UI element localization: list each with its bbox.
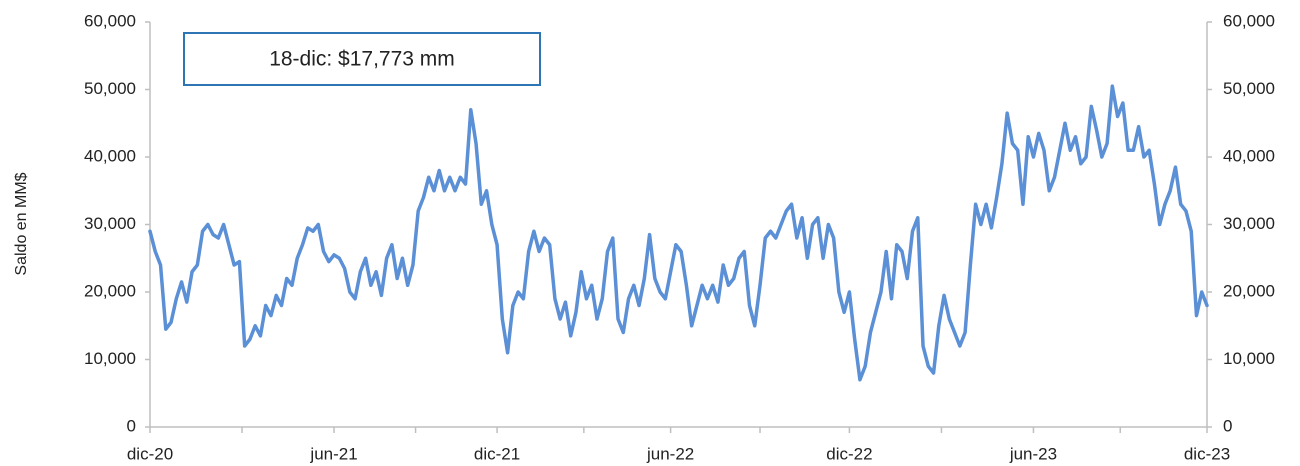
y2-tick-label: 0 <box>1223 416 1232 435</box>
y2-tick-label: 40,000 <box>1223 146 1275 165</box>
line-series <box>148 84 1209 382</box>
y-tick-label: 60,000 <box>84 11 136 30</box>
y2-tick-label: 30,000 <box>1223 214 1275 233</box>
y-tick-label: 30,000 <box>84 214 136 233</box>
y-axis-title: Saldo en MM$ <box>13 172 30 275</box>
x-tick-label: dic-23 <box>1184 444 1230 463</box>
y2-tick-label: 60,000 <box>1223 11 1275 30</box>
y-tick-label: 0 <box>127 416 136 435</box>
y-tick-label: 10,000 <box>84 349 136 368</box>
y2-tick-label: 20,000 <box>1223 281 1275 300</box>
y-tick-label: 20,000 <box>84 281 136 300</box>
y-tick-label: 50,000 <box>84 79 136 98</box>
x-tick-label: dic-22 <box>826 444 872 463</box>
x-tick-label: dic-20 <box>127 444 173 463</box>
x-tick-label: dic-21 <box>474 444 520 463</box>
annotation: 18-dic: $17,773 mm <box>269 48 455 71</box>
annotation-box <box>183 32 541 86</box>
x-tick-label: jun-21 <box>309 444 357 463</box>
x-tick-label: jun-22 <box>646 444 694 463</box>
x-tick-label: jun-23 <box>1009 444 1057 463</box>
y2-tick-label: 50,000 <box>1223 79 1275 98</box>
y2-tick-label: 10,000 <box>1223 349 1275 368</box>
y-tick-label: 40,000 <box>84 146 136 165</box>
